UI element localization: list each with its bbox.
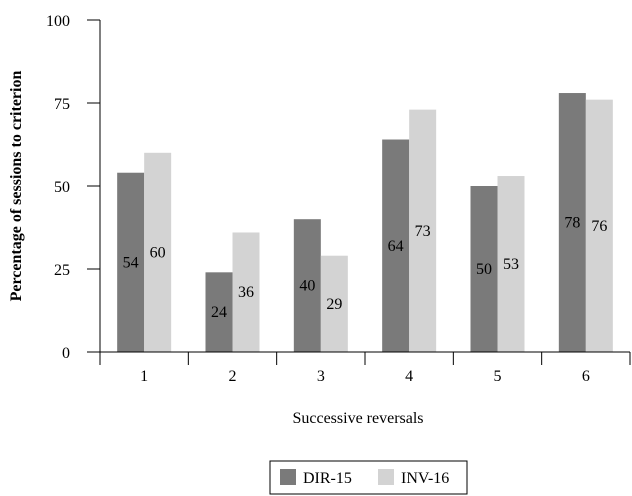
bars-layer bbox=[117, 93, 613, 353]
data-label-dir-15-3: 40 bbox=[299, 278, 315, 295]
y-axis-title: Percentage of sessions to criterion bbox=[8, 71, 25, 302]
x-tick-label-5: 5 bbox=[494, 368, 502, 385]
bar-dir-15-1 bbox=[117, 172, 145, 352]
data-label-dir-15-1: 54 bbox=[123, 254, 139, 271]
y-tick-label-25: 25 bbox=[54, 262, 70, 279]
x-tick-label-3: 3 bbox=[317, 368, 325, 385]
data-label-inv-16-1: 60 bbox=[150, 244, 166, 261]
bar-dir-15-3 bbox=[293, 219, 321, 352]
data-label-dir-15-5: 50 bbox=[476, 261, 492, 278]
x-tick-label-2: 2 bbox=[229, 368, 237, 385]
bar-dir-15-5 bbox=[470, 186, 498, 352]
bar-inv-16-1 bbox=[144, 152, 172, 352]
bar-dir-15-4 bbox=[382, 139, 410, 352]
x-tick-label-1: 1 bbox=[140, 368, 148, 385]
data-label-dir-15-4: 64 bbox=[388, 238, 404, 255]
bar-inv-16-2 bbox=[232, 232, 260, 352]
bar-inv-16-3 bbox=[320, 255, 348, 352]
legend-label-dir-15: DIR-15 bbox=[303, 470, 352, 487]
bar-inv-16-4 bbox=[409, 109, 437, 352]
legend: DIR-15 INV-16 bbox=[269, 460, 468, 495]
x-tick-label-4: 4 bbox=[405, 368, 413, 385]
data-labels-layer: 54 60 24 36 40 29 64 73 50 53 78 76 bbox=[123, 215, 608, 322]
legend-swatch-dir-15 bbox=[280, 469, 296, 485]
data-label-dir-15-6: 78 bbox=[564, 215, 580, 232]
data-label-dir-15-2: 24 bbox=[211, 304, 227, 321]
y-tick-label-75: 75 bbox=[54, 96, 70, 113]
data-label-inv-16-4: 73 bbox=[415, 223, 431, 240]
legend-label-inv-16: INV-16 bbox=[401, 470, 449, 487]
y-tick-label-100: 100 bbox=[46, 13, 70, 30]
data-label-inv-16-2: 36 bbox=[238, 284, 254, 301]
data-label-inv-16-5: 53 bbox=[503, 256, 519, 273]
bar-dir-15-6 bbox=[558, 93, 586, 352]
bar-inv-16-5 bbox=[497, 176, 525, 352]
data-label-inv-16-6: 76 bbox=[591, 218, 607, 235]
x-axis-title: Successive reversals bbox=[292, 410, 423, 427]
bar-inv-16-6 bbox=[585, 99, 613, 353]
x-tick-label-6: 6 bbox=[582, 368, 590, 385]
data-label-inv-16-3: 29 bbox=[326, 296, 342, 313]
y-tick-label-50: 50 bbox=[54, 179, 70, 196]
y-tick-label-0: 0 bbox=[62, 345, 70, 362]
legend-swatch-inv-16 bbox=[378, 469, 394, 485]
bar-dir-15-2 bbox=[205, 272, 233, 352]
legend-box bbox=[269, 460, 468, 495]
